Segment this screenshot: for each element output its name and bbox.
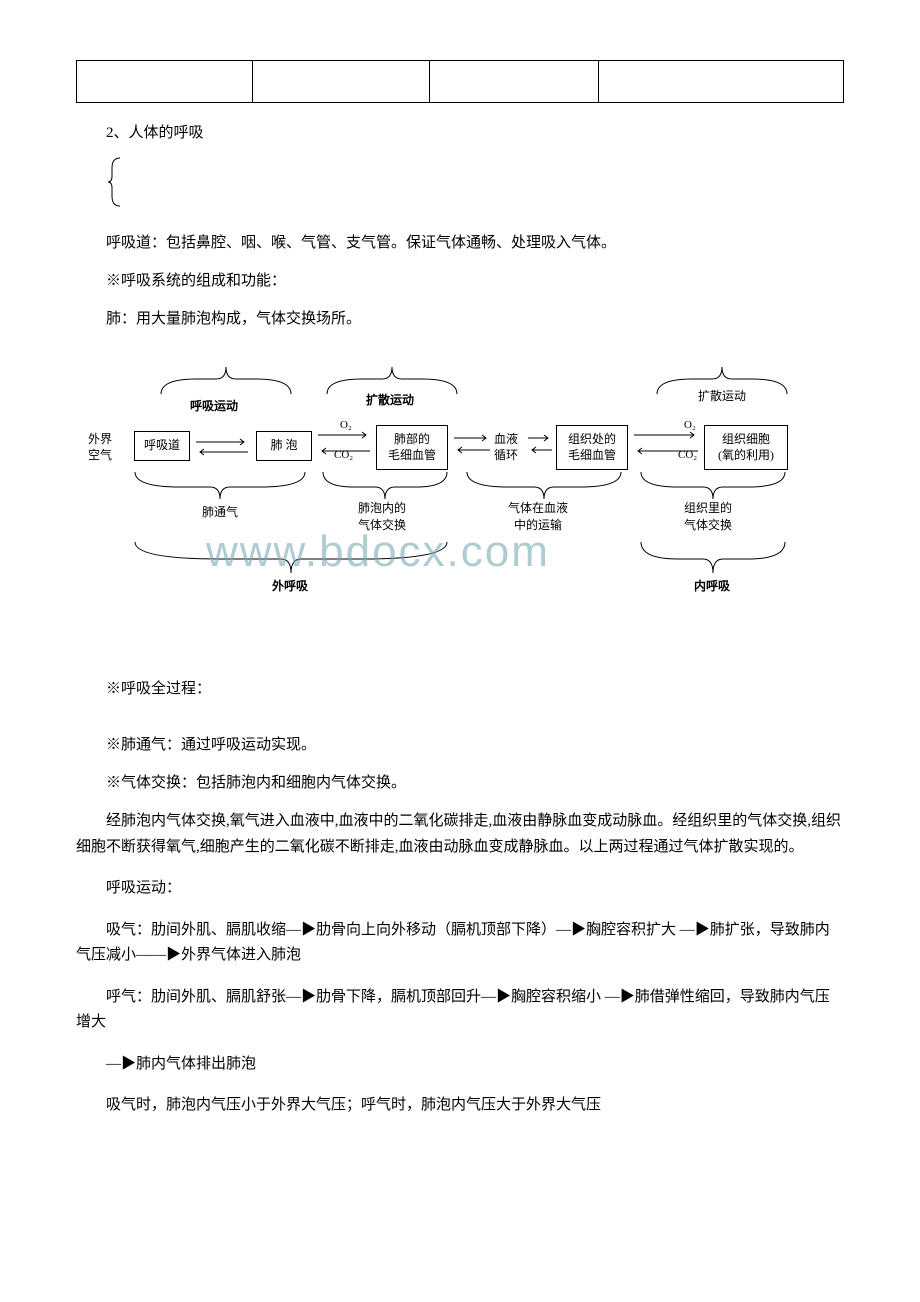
heading-respiration: 2、人体的呼吸: [106, 121, 844, 142]
label-alveolar-exchange: 肺泡内的 气体交换: [358, 499, 406, 533]
label-lung-vent: 肺通气: [202, 503, 238, 520]
table-cell: [77, 61, 253, 103]
label-co2: CO₂: [678, 449, 697, 461]
label-resp-movement: 呼吸运动: [190, 397, 238, 414]
node-alveolus: 肺 泡: [256, 431, 312, 461]
node-resp-tract: 呼吸道: [134, 431, 190, 461]
label-external-resp: 外呼吸: [272, 577, 308, 594]
arrow-pair-icon: [526, 433, 554, 434]
para-exhale: 呼气：肋间外肌、膈肌舒张—▶肋骨下降，膈机顶部回升—▶胸腔容积缩小 —▶肺借弹性…: [76, 985, 844, 1036]
line-lung-ventilation: ※肺通气：通过呼吸运动实现。: [106, 733, 844, 757]
line-lung: 肺：用大量肺泡构成，气体交换场所。: [106, 307, 844, 331]
empty-table: [76, 60, 844, 103]
label-o2: O₂: [684, 419, 696, 431]
node-lung-capillary: 肺部的 毛细血管: [376, 425, 448, 470]
node-tissue-capillary: 组织处的 毛细血管: [556, 425, 628, 470]
decorative-brace-icon: [106, 156, 844, 213]
label-tissue-exchange: 组织里的 气体交换: [684, 499, 732, 533]
document-page: 2、人体的呼吸 呼吸道：包括鼻腔、咽、喉、气管、支气管。保证气体通畅、处理吸入气…: [0, 0, 920, 1215]
label-o2: O₂: [340, 419, 352, 431]
arrow-pair-icon: [452, 433, 492, 434]
table-cell: [598, 61, 843, 103]
label-diffusion1: 扩散运动: [366, 391, 414, 408]
para-resp-movement-title: 呼吸运动：: [76, 876, 844, 902]
table-cell: [429, 61, 598, 103]
para-exchange-detail: 经肺泡内气体交换,氧气进入血液中,血液中的二氧化碳排走,血液由静脉血变成动脉血。…: [76, 809, 844, 860]
arrow-pair-icon: [194, 437, 252, 438]
node-external-air: 外界 空气: [88, 432, 112, 463]
node-tissue-cell: 组织细胞 (氧的利用): [704, 425, 788, 470]
line-full-process: ※呼吸全过程：: [106, 677, 844, 701]
label-internal-resp: 内呼吸: [694, 577, 730, 594]
table-cell: [253, 61, 429, 103]
para-inhale: 吸气：肋间外肌、膈肌收缩—▶肋骨向上向外移动（膈机顶部下降）—▶胸腔容积扩大 —…: [76, 918, 844, 969]
para-pressure: 吸气时，肺泡内气压小于外界大气压；呼气时，肺泡内气压大于外界大气压: [76, 1093, 844, 1119]
node-blood-circ: 血液 循环: [494, 432, 518, 463]
label-diffusion2: 扩散运动: [698, 387, 746, 404]
label-blood-transport: 气体在血液 中的运输: [508, 499, 568, 533]
line-resp-tract: 呼吸道：包括鼻腔、咽、喉、气管、支气管。保证气体通畅、处理吸入气体。: [106, 231, 844, 255]
respiration-flowchart: 呼吸运动 扩散运动 扩散运动 外界 空气 呼吸道 肺 泡 肺部的 毛细血管 血液…: [76, 349, 844, 649]
line-resp-system: ※呼吸系统的组成和功能：: [106, 269, 844, 293]
line-gas-exchange: ※气体交换：包括肺泡内和细胞内气体交换。: [106, 771, 844, 795]
label-co2: CO₂: [334, 449, 353, 461]
para-exhale-cont: —▶肺内气体排出肺泡: [76, 1052, 844, 1078]
